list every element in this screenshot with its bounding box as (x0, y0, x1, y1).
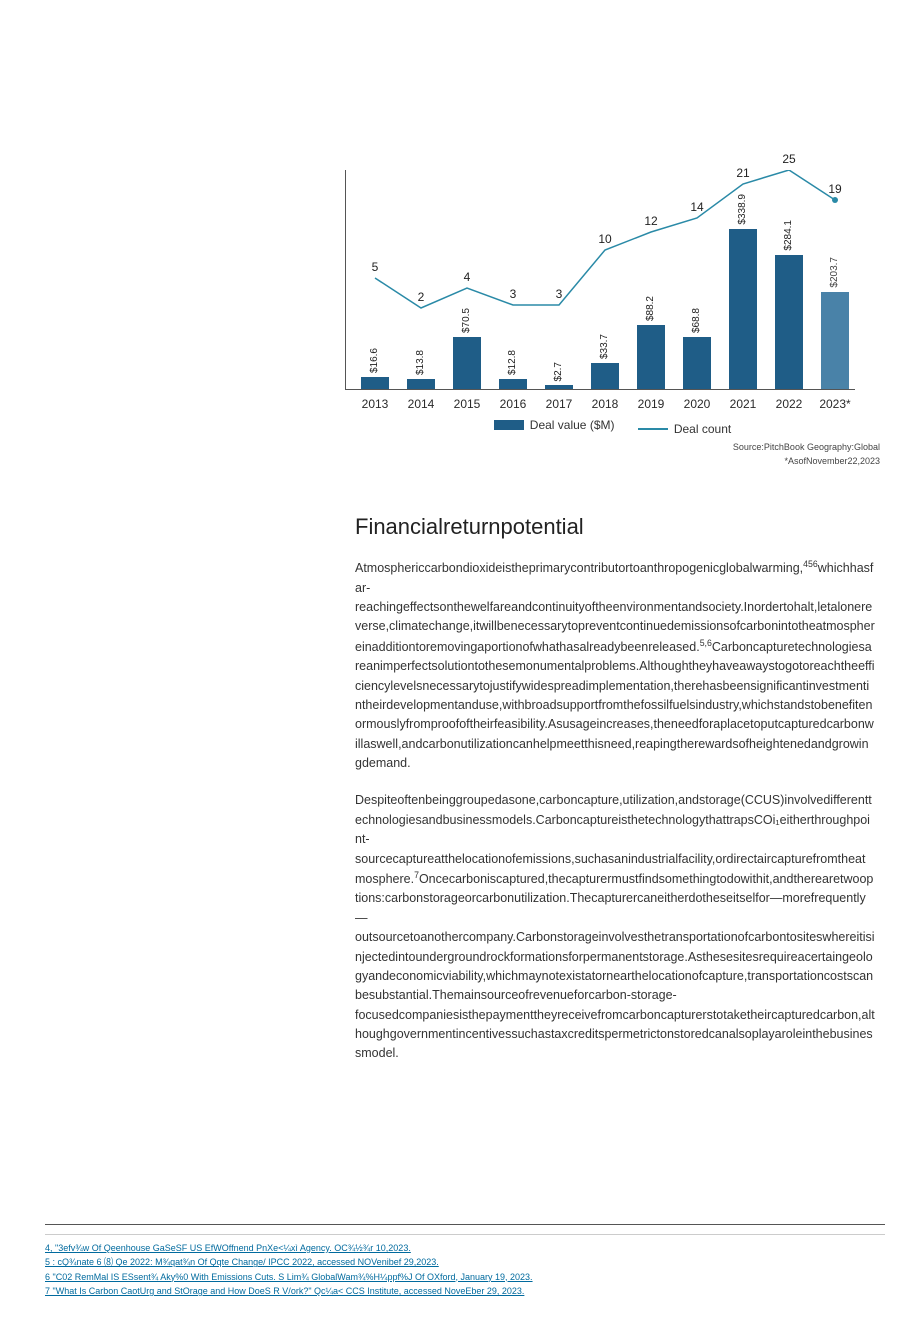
legend-line-swatch (638, 428, 668, 430)
count-label-2023*: 19 (823, 182, 847, 196)
chart-legend: Deal value ($M) Deal count (345, 418, 880, 436)
x-tick-2015: 2015 (443, 397, 491, 411)
bar-label-2019: $88.2 (645, 296, 656, 321)
bar-label-2017: $2.7 (553, 362, 564, 381)
x-tick-2013: 2013 (351, 397, 399, 411)
count-label-2022: 25 (777, 152, 801, 166)
p1-c: Carboncapturetechnologiesareanimperfects… (355, 640, 875, 770)
bar-label-2013: $16.6 (369, 348, 380, 373)
footnotes-block: 4, "3efv¾w Of Qeenhouse GaSeSF US EfWOff… (45, 1224, 885, 1299)
p1-sup1: 456 (803, 559, 818, 569)
paragraph-2: Despiteoftenbeinggroupedasone,carboncapt… (355, 791, 875, 1063)
paragraph-1: Atmosphericcarbondioxideistheprimarycont… (355, 558, 875, 773)
count-label-2020: 14 (685, 200, 709, 214)
count-label-2021: 21 (731, 166, 755, 180)
chart-container: $16.6 5 2013 $13.8 2 2014 $70.5 4 2015 $12.8 3 2016… (345, 170, 880, 480)
bar-label-2020: $68.8 (691, 308, 702, 333)
chart-plot-area: $16.652013$13.822014$70.542015$12.832016… (345, 170, 855, 390)
chart-asof: *AsofNovember22,2023 (345, 454, 880, 468)
footnote-7[interactable]: 7 "What Is Carbon CaotUrg and StOrage an… (45, 1284, 885, 1298)
bar-label-2022: $284.1 (783, 220, 794, 251)
chart-notes: Source:PitchBook Geography:Global *AsofN… (345, 440, 880, 469)
bar-2014: $13.8 (407, 379, 435, 389)
count-label-2016: 3 (501, 287, 525, 301)
y-axis (345, 170, 346, 389)
p2-b: Oncecarboniscaptured,thecapturermustfind… (355, 872, 875, 1060)
bar-2017: $2.7 (545, 385, 573, 389)
x-tick-2016: 2016 (489, 397, 537, 411)
bar-label-2014: $13.8 (415, 350, 426, 375)
count-label-2019: 12 (639, 214, 663, 228)
x-tick-2018: 2018 (581, 397, 629, 411)
bar-2020: $68.8 (683, 337, 711, 389)
bar-label-2021: $338.9 (737, 194, 748, 225)
legend-deal-count: Deal count (638, 422, 731, 436)
bar-2013: $16.6 (361, 377, 389, 389)
legend-deal-value: Deal value ($M) (494, 418, 615, 432)
bar-2022: $284.1 (775, 255, 803, 389)
bar-label-2015: $70.5 (461, 308, 472, 333)
bar-2016: $12.8 (499, 379, 527, 389)
bar-2019: $88.2 (637, 325, 665, 389)
x-tick-2022: 2022 (765, 397, 813, 411)
bar-2018: $33.7 (591, 363, 619, 389)
x-tick-2020: 2020 (673, 397, 721, 411)
count-label-2015: 4 (455, 270, 479, 284)
count-label-2017: 3 (547, 287, 571, 301)
p1-a: Atmosphericcarbondioxideistheprimarycont… (355, 561, 803, 575)
count-label-2013: 5 (363, 260, 387, 274)
footnote-5[interactable]: 5 : cQ¾nate 6 ⑻ Qe 2022: M¾qat¾n Of Qqte… (45, 1255, 885, 1269)
count-label-2014: 2 (409, 290, 433, 304)
legend-bar-swatch (494, 420, 524, 430)
x-tick-2017: 2017 (535, 397, 583, 411)
bar-2023*: $203.7 (821, 292, 849, 389)
bar-2015: $70.5 (453, 337, 481, 389)
bar-label-2016: $12.8 (507, 350, 518, 375)
legend-label-line: Deal count (674, 422, 731, 436)
x-tick-2019: 2019 (627, 397, 675, 411)
footnote-6[interactable]: 6 "C02 RemMal IS ESsent¾ Aky%0 With Emis… (45, 1270, 885, 1284)
bar-label-2018: $33.7 (599, 334, 610, 359)
footnote-4[interactable]: 4, "3efv¾w Of Qeenhouse GaSeSF US EfWOff… (45, 1241, 885, 1255)
section-title: Financialreturnpotential (355, 514, 875, 540)
bar-label-2023*: $203.7 (829, 257, 840, 288)
p1-sup2: 5,6 (700, 638, 712, 648)
count-label-2018: 10 (593, 232, 617, 246)
x-tick-2023*: 2023* (811, 397, 859, 411)
legend-label-bar: Deal value ($M) (530, 418, 615, 432)
x-tick-2014: 2014 (397, 397, 445, 411)
chart-source: Source:PitchBook Geography:Global (345, 440, 880, 454)
x-tick-2021: 2021 (719, 397, 767, 411)
bar-2021: $338.9 (729, 229, 757, 389)
